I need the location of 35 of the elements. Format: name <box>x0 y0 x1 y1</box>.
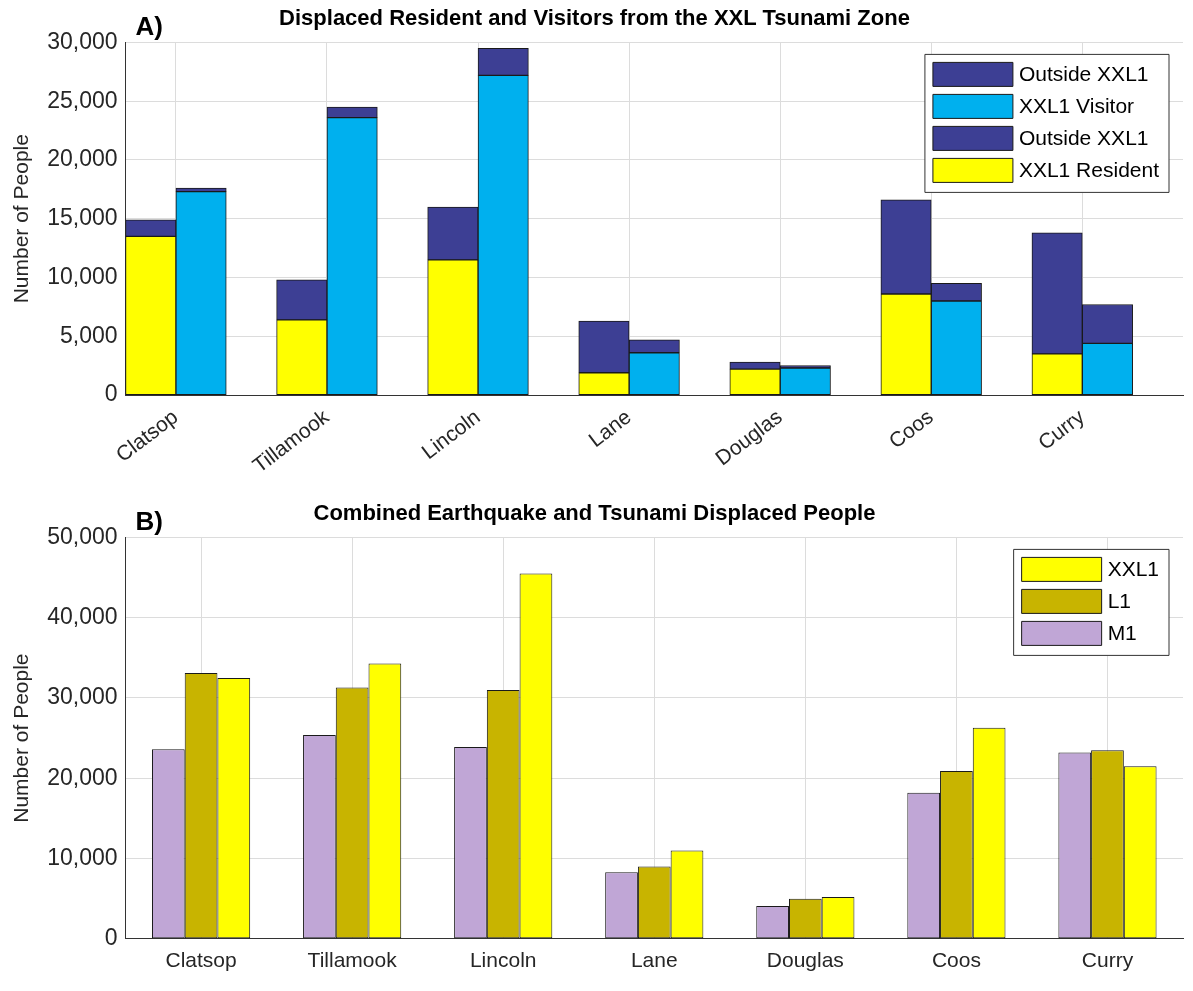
x-tick-label: Lincoln <box>469 948 537 972</box>
y-tick-label: 25,000 <box>47 86 118 113</box>
legend-label: XXL1 <box>1107 557 1159 581</box>
y-tick-label: 10,000 <box>47 262 118 289</box>
x-tick-label: Douglas <box>766 948 844 972</box>
legend-label: XXL1 Resident <box>1018 158 1160 182</box>
y-tick-label: 15,000 <box>47 204 118 231</box>
x-tick-label: Curry <box>1081 948 1134 972</box>
x-tick-label: Lane <box>583 404 636 452</box>
y-tick-label: 10,000 <box>47 843 118 870</box>
y-tick-label: 30,000 <box>47 683 118 710</box>
x-tick-label: Coos <box>931 948 981 972</box>
y-tick-label: 50,000 <box>47 522 118 549</box>
text: B) <box>135 505 163 536</box>
legend-label: Outside XXL1 <box>1018 126 1149 150</box>
y-tick-label: 0 <box>104 924 118 951</box>
legend-label: XXL1 Visitor <box>1018 94 1135 118</box>
legend-label: M1 <box>1107 621 1137 645</box>
x-tick-label: Lane <box>630 948 678 972</box>
y-tick-label: 0 <box>104 380 118 407</box>
y-tick-label: 40,000 <box>47 603 118 630</box>
y-tick-label: 5,000 <box>59 321 118 348</box>
y-axis-title: Number of People <box>9 134 33 304</box>
chart-title: Combined Earthquake and Tsunami Displaced People <box>313 500 876 526</box>
chart-title: Displaced Resident and Visitors from the XXL Tsunami Zone <box>279 5 910 31</box>
text: A) <box>135 10 163 41</box>
x-tick-label: Clatsop <box>165 948 237 972</box>
y-tick-label: 20,000 <box>47 145 118 172</box>
legend-label: L1 <box>1107 589 1131 613</box>
legend-label: Outside XXL1 <box>1018 62 1149 86</box>
y-tick-label: 20,000 <box>47 763 118 790</box>
x-tick-label: Tillamook <box>307 948 398 972</box>
y-axis-title: Number of People <box>9 653 33 823</box>
x-tick-label: Coos <box>884 404 938 453</box>
y-tick-label: 30,000 <box>47 27 118 54</box>
